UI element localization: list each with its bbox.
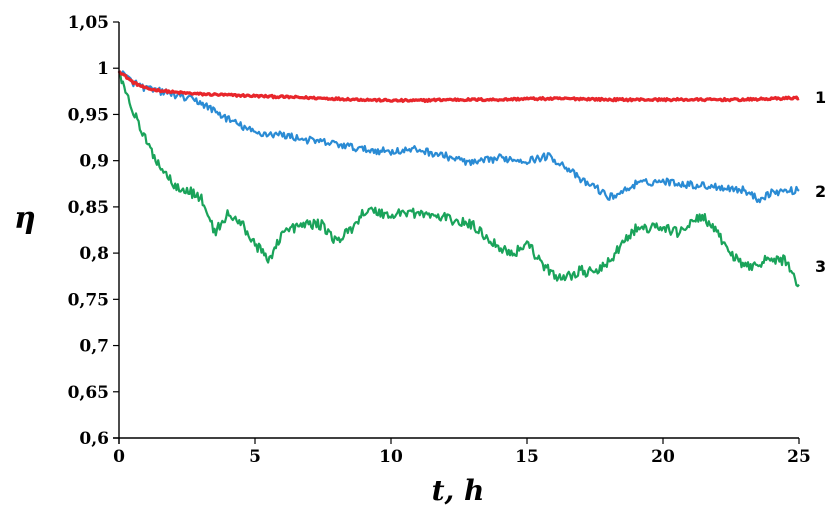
series-label-1: 1 — [815, 88, 826, 107]
y-tick-label: 0,8 — [79, 244, 109, 264]
x-tick-label: 20 — [651, 447, 675, 467]
x-axis-title: t, h — [432, 474, 485, 505]
series-line-2 — [119, 71, 799, 202]
y-tick-label: 0,7 — [79, 337, 109, 357]
x-tick-label: 10 — [379, 447, 403, 467]
y-tick-label: 0,65 — [68, 383, 109, 403]
y-tick-label: 0,9 — [79, 152, 109, 172]
y-tick-label: 0,85 — [68, 198, 109, 218]
x-tick-label: 0 — [113, 447, 125, 467]
y-tick-label: 1,05 — [68, 13, 109, 33]
x-tick-label: 25 — [787, 447, 811, 467]
series-label-2: 2 — [815, 182, 826, 201]
y-tick-label: 0,6 — [79, 429, 109, 449]
y-axis-title: η — [14, 201, 36, 236]
x-tick-label: 15 — [515, 447, 539, 467]
x-tick-label: 5 — [249, 447, 261, 467]
series-line-1 — [119, 71, 799, 101]
series-line-3 — [119, 71, 799, 286]
series-label-3: 3 — [815, 257, 826, 276]
y-tick-label: 0,75 — [68, 290, 109, 310]
y-tick-label: 0,95 — [68, 105, 109, 125]
y-tick-label: 1 — [97, 59, 109, 79]
